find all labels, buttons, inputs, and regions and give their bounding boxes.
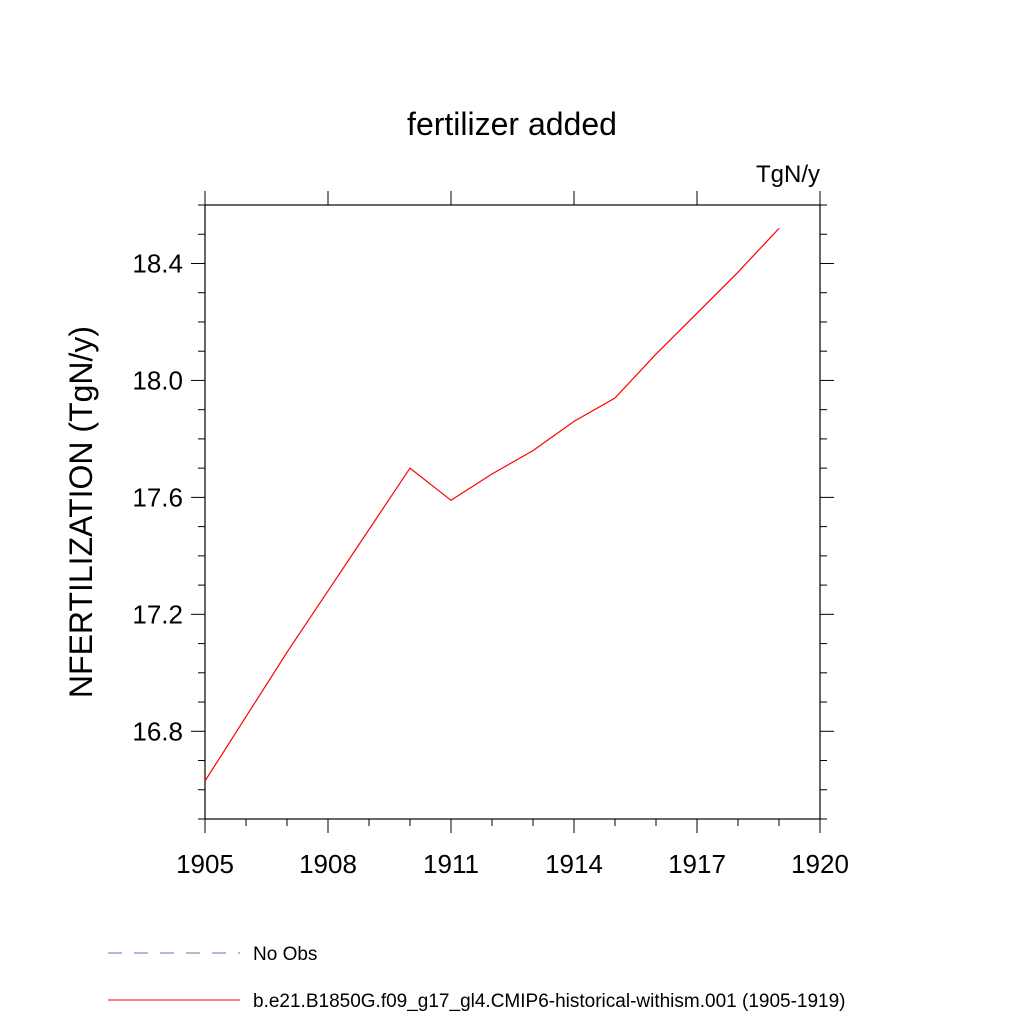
x-tick-label: 1917 bbox=[668, 849, 726, 879]
plot-area: 1905 1908 1911 1914 1917 1920 16.8 17.2 17.6 18.0… bbox=[132, 191, 849, 879]
y-tick-label: 18.4 bbox=[132, 248, 183, 278]
chart-title: fertilizer added bbox=[407, 106, 617, 142]
x-tick-label: 1911 bbox=[423, 849, 479, 879]
legend-entry: No Obs bbox=[253, 944, 317, 965]
x-tick-label: 1908 bbox=[299, 849, 357, 879]
plot-frame bbox=[204, 204, 821, 820]
y-tick-label: 16.8 bbox=[132, 716, 183, 746]
units-label: TgN/y bbox=[756, 161, 820, 188]
x-tick-label: 1920 bbox=[791, 849, 849, 879]
y-tick-label: 17.6 bbox=[132, 482, 183, 512]
x-tick-label: 1905 bbox=[176, 849, 234, 879]
x-tick-label: 1914 bbox=[545, 849, 603, 879]
y-tick-label: 18.0 bbox=[132, 365, 183, 395]
legend-entry: b.e21.B1850G.f09_g17_gl4.CMIP6-historica… bbox=[253, 991, 846, 1012]
series-line bbox=[204, 227, 780, 782]
y-axis-label: NFERTILIZATION (TgN/y) bbox=[63, 326, 99, 698]
y-tick-label: 17.2 bbox=[132, 599, 183, 629]
legend: No Obs b.e21.B1850G.f09_g17_gl4.CMIP6-his… bbox=[108, 944, 846, 1012]
